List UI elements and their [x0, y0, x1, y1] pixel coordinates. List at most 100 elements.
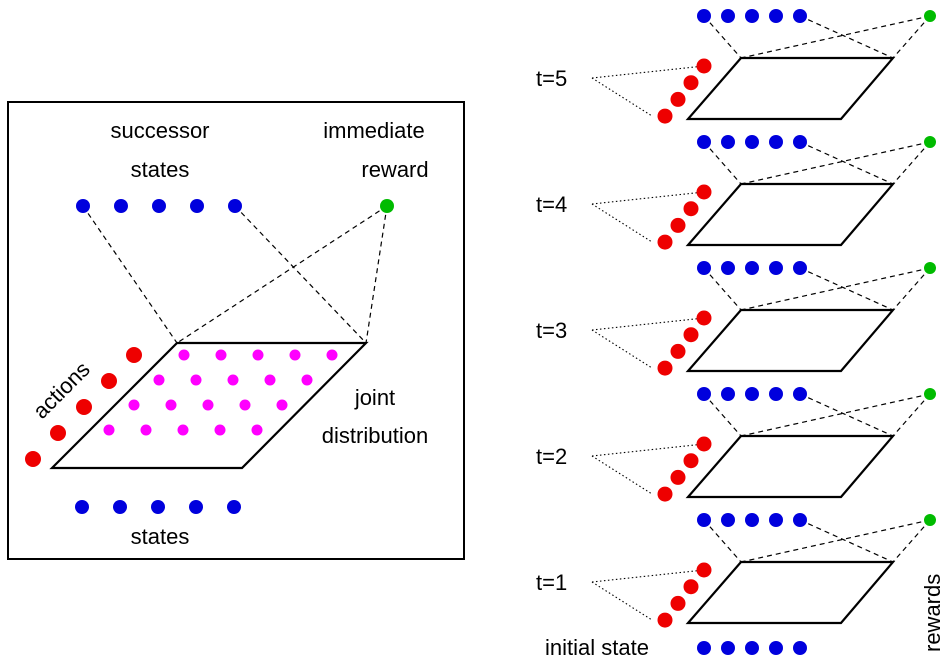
successor-states-label-line1: successor — [110, 118, 209, 143]
time-step-label: t=2 — [536, 444, 567, 469]
state-dot — [189, 500, 203, 514]
successor-connector — [799, 15, 894, 59]
successor-state-dot — [721, 513, 735, 527]
joint-probability-dot — [202, 399, 214, 411]
joint-probability-dot — [103, 424, 115, 436]
initial-state-dot — [721, 641, 735, 655]
action-dot — [657, 612, 673, 628]
reward-connector-left — [176, 205, 388, 344]
action-dot — [696, 436, 712, 452]
joint-probability-dot — [252, 349, 264, 361]
reward-connector — [740, 519, 931, 563]
time-connector — [591, 77, 653, 117]
time-step-stack: t=5 t=4 t=3 t=2 t=1 — [536, 9, 936, 628]
initial-state-dot — [769, 641, 783, 655]
action-dot — [50, 425, 66, 441]
action-dot — [670, 469, 686, 485]
joint-probability-dot — [190, 374, 202, 386]
joint-probability-dot — [326, 349, 338, 361]
action-dot — [683, 453, 699, 469]
time-step: t=3 — [536, 261, 936, 376]
joint-probability-dot — [215, 349, 227, 361]
successor-state-dot — [769, 135, 783, 149]
joint-probability-dot — [128, 399, 140, 411]
action-dot — [670, 217, 686, 233]
successor-state-dot — [228, 199, 242, 213]
action-dot — [25, 451, 41, 467]
time-connector — [591, 443, 705, 457]
time-connector — [591, 455, 653, 495]
joint-probability-dot — [239, 399, 251, 411]
reward-dot — [924, 388, 936, 400]
successor-state-dot — [793, 9, 807, 23]
successor-state-dot — [721, 9, 735, 23]
joint-distribution-grid — [685, 434, 896, 499]
time-connector — [591, 65, 705, 79]
successor-state-dot — [721, 387, 735, 401]
successor-state-dot — [793, 513, 807, 527]
reward-dot — [924, 514, 936, 526]
joint-probability-dot — [177, 424, 189, 436]
states-label: states — [131, 524, 190, 549]
successor-connector-right — [234, 205, 367, 344]
successor-state-dot — [793, 387, 807, 401]
state-dot — [75, 500, 89, 514]
successor-state-dot — [793, 135, 807, 149]
rewards-label: rewards — [920, 574, 941, 652]
reward-dot — [924, 136, 936, 148]
time-connector — [591, 191, 705, 205]
action-dot — [683, 327, 699, 343]
joint-probability-dot — [178, 349, 190, 361]
successor-state-dot — [769, 9, 783, 23]
action-dots — [25, 347, 142, 467]
successor-state-dot — [745, 513, 759, 527]
successor-state-dot — [114, 199, 128, 213]
joint-probability-dot — [165, 399, 177, 411]
action-dot — [696, 310, 712, 326]
reward-connector — [892, 519, 931, 563]
successor-connector — [799, 267, 894, 311]
time-step: t=5 — [536, 9, 936, 124]
initial-state-label: initial state — [545, 635, 649, 660]
time-connector — [591, 581, 653, 621]
joint-probability-dot — [276, 399, 288, 411]
joint-probability-dot — [153, 374, 165, 386]
successor-connector — [703, 267, 742, 311]
successor-connector — [799, 519, 894, 563]
successor-connector-left — [82, 205, 178, 344]
successor-connector — [703, 141, 742, 185]
joint-distribution-grid — [685, 560, 896, 625]
reward-dot — [924, 262, 936, 274]
reward-connector — [740, 267, 931, 311]
action-dot — [670, 595, 686, 611]
immediate-reward-label-line2: reward — [361, 157, 428, 182]
action-dot — [657, 486, 673, 502]
successor-connector — [703, 15, 742, 59]
successor-state-dot — [190, 199, 204, 213]
successor-state-dot — [769, 387, 783, 401]
successor-state-dot — [769, 261, 783, 275]
successor-state-dot — [793, 261, 807, 275]
action-dot — [683, 579, 699, 595]
time-step-label: t=5 — [536, 66, 567, 91]
action-dot — [696, 562, 712, 578]
successor-state-dot — [745, 9, 759, 23]
state-dots — [75, 500, 241, 514]
joint-distribution-label-line1: joint — [354, 385, 395, 410]
time-step: t=4 — [536, 135, 936, 250]
reward-connector — [892, 267, 931, 311]
time-connector — [591, 317, 705, 331]
successor-state-dot — [697, 261, 711, 275]
successor-state-dot — [721, 135, 735, 149]
reward-connector — [740, 141, 931, 185]
action-dot — [670, 91, 686, 107]
action-dot — [101, 373, 117, 389]
successor-state-dot — [152, 199, 166, 213]
joint-distribution-grid — [49, 341, 369, 470]
time-connector — [591, 569, 705, 583]
successor-connector — [799, 393, 894, 437]
successor-state-dot — [745, 387, 759, 401]
immediate-reward-label-line1: immediate — [323, 118, 424, 143]
joint-distribution-grid — [685, 308, 896, 373]
successor-connector — [703, 393, 742, 437]
